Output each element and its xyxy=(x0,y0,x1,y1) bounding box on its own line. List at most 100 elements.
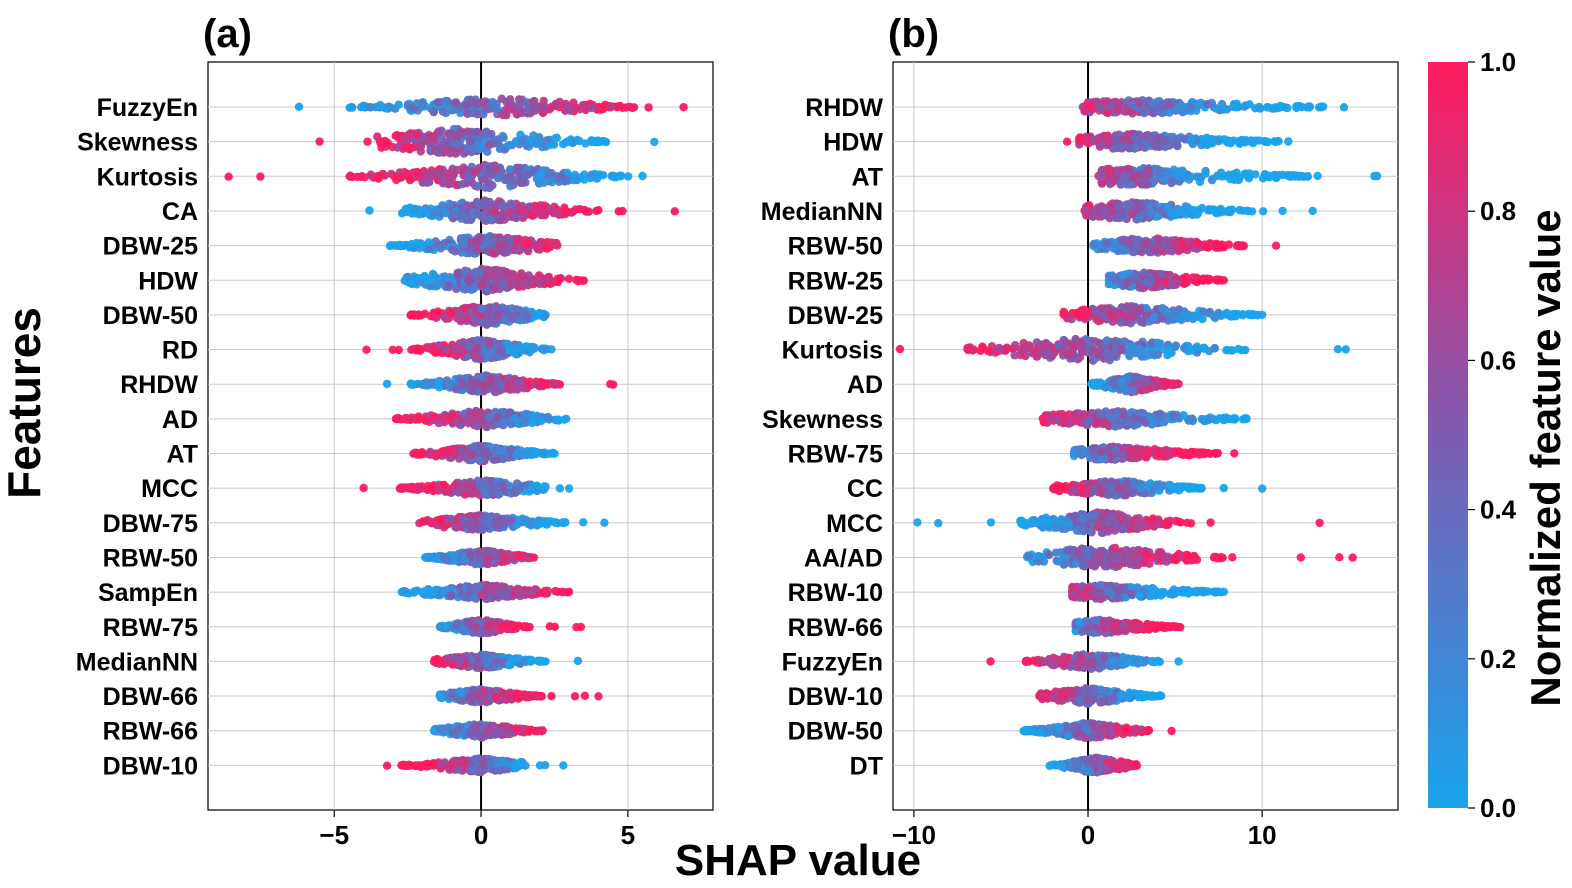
feature-label: DBW-10 xyxy=(788,683,883,711)
shap-point xyxy=(1103,108,1113,118)
shap-point xyxy=(501,307,511,316)
shap-point xyxy=(464,275,473,285)
shap-point xyxy=(485,178,494,188)
shap-point xyxy=(487,129,496,139)
shap-point xyxy=(447,130,456,140)
shap-point xyxy=(448,728,458,738)
shap-point xyxy=(441,345,451,354)
shap-point xyxy=(616,172,626,181)
shap-point xyxy=(448,164,457,173)
panel-a: −5 0 5FuzzyEnSkewnessKurtosisCADBW-25HDWDB… xyxy=(76,61,714,850)
shap-point xyxy=(431,309,440,319)
shap-point xyxy=(489,249,498,258)
shap-point xyxy=(412,99,421,108)
shap-point xyxy=(514,95,524,104)
shap-point xyxy=(436,693,445,702)
shap-point xyxy=(387,169,396,179)
shap-point xyxy=(452,314,462,323)
shap-point xyxy=(449,450,458,459)
shap-point xyxy=(564,274,574,283)
x-tick-label: 0 xyxy=(474,820,488,850)
shap-point xyxy=(498,110,508,120)
feature-label: RHDW xyxy=(120,371,198,399)
shap-point xyxy=(529,97,538,106)
shap-point xyxy=(515,378,524,387)
shap-point xyxy=(512,109,522,119)
shap-point xyxy=(476,732,485,741)
shap-point xyxy=(500,247,509,257)
feature-label: Skewness xyxy=(77,129,198,157)
shap-point xyxy=(440,312,449,322)
shap-point xyxy=(514,621,523,630)
shap-point xyxy=(386,103,395,112)
shap-point xyxy=(542,344,551,354)
shap-point xyxy=(434,98,443,107)
shap-point xyxy=(504,345,513,354)
shap-point xyxy=(470,314,479,324)
shap-point xyxy=(485,549,494,558)
shap-point xyxy=(421,416,430,425)
shap-point xyxy=(382,761,392,770)
shap-point xyxy=(429,759,438,768)
feature-label: AT xyxy=(852,163,883,191)
shap-point xyxy=(503,722,512,732)
shap-point xyxy=(471,127,481,137)
shap-point xyxy=(606,379,615,389)
shap-point xyxy=(472,623,481,632)
feature-label: FuzzyEn xyxy=(782,648,883,676)
shap-point xyxy=(539,105,548,114)
feature-label: DBW-25 xyxy=(788,302,883,330)
shap-point xyxy=(475,692,484,701)
shap-point xyxy=(426,587,436,597)
shap-point xyxy=(1220,105,1229,114)
shap-point xyxy=(367,171,376,180)
shap-point xyxy=(1255,102,1264,112)
shap-point xyxy=(403,272,412,282)
shap-point xyxy=(468,386,478,396)
shap-point xyxy=(506,516,516,525)
shap-point xyxy=(458,448,467,457)
shap-point xyxy=(650,137,659,147)
feature-label: RBW-25 xyxy=(788,267,883,295)
shap-point xyxy=(466,584,475,593)
shap-point xyxy=(501,553,510,562)
shap-point xyxy=(536,169,546,178)
feature-label: HDW xyxy=(823,129,883,157)
shap-point xyxy=(478,318,488,327)
feature-label: RBW-10 xyxy=(788,579,883,607)
feature-label: MedianNN xyxy=(76,648,198,676)
shap-point xyxy=(505,445,515,455)
shap-point xyxy=(469,766,478,775)
shap-point xyxy=(1339,103,1349,112)
feature-label: DBW-50 xyxy=(103,302,198,330)
shap-point xyxy=(553,277,562,287)
shap-point xyxy=(441,97,451,107)
shap-point xyxy=(531,691,541,700)
shap-point xyxy=(478,525,487,534)
shap-point xyxy=(528,418,537,428)
shap-point xyxy=(473,110,482,119)
shap-point xyxy=(533,726,542,736)
shap-point xyxy=(575,136,584,146)
shap-point xyxy=(404,484,413,493)
shap-point xyxy=(1134,98,1144,108)
shap-point xyxy=(580,170,589,179)
shap-point xyxy=(388,345,397,354)
shap-point xyxy=(1267,104,1277,113)
shap-point xyxy=(489,620,498,629)
feature-label: RBW-50 xyxy=(788,233,883,261)
shap-point xyxy=(1245,100,1254,109)
feature-label: HDW xyxy=(138,267,198,295)
feature-label: MCC xyxy=(826,510,883,538)
shap-point xyxy=(539,380,548,389)
feature-label: RBW-66 xyxy=(788,614,883,642)
feature-label: DT xyxy=(850,752,883,780)
shap-point xyxy=(463,127,472,136)
shap-point xyxy=(511,137,521,146)
shap-point xyxy=(527,656,536,665)
shap-point xyxy=(456,688,466,697)
shap-point xyxy=(469,593,478,602)
shap-point xyxy=(679,103,688,112)
shap-point xyxy=(466,137,475,146)
